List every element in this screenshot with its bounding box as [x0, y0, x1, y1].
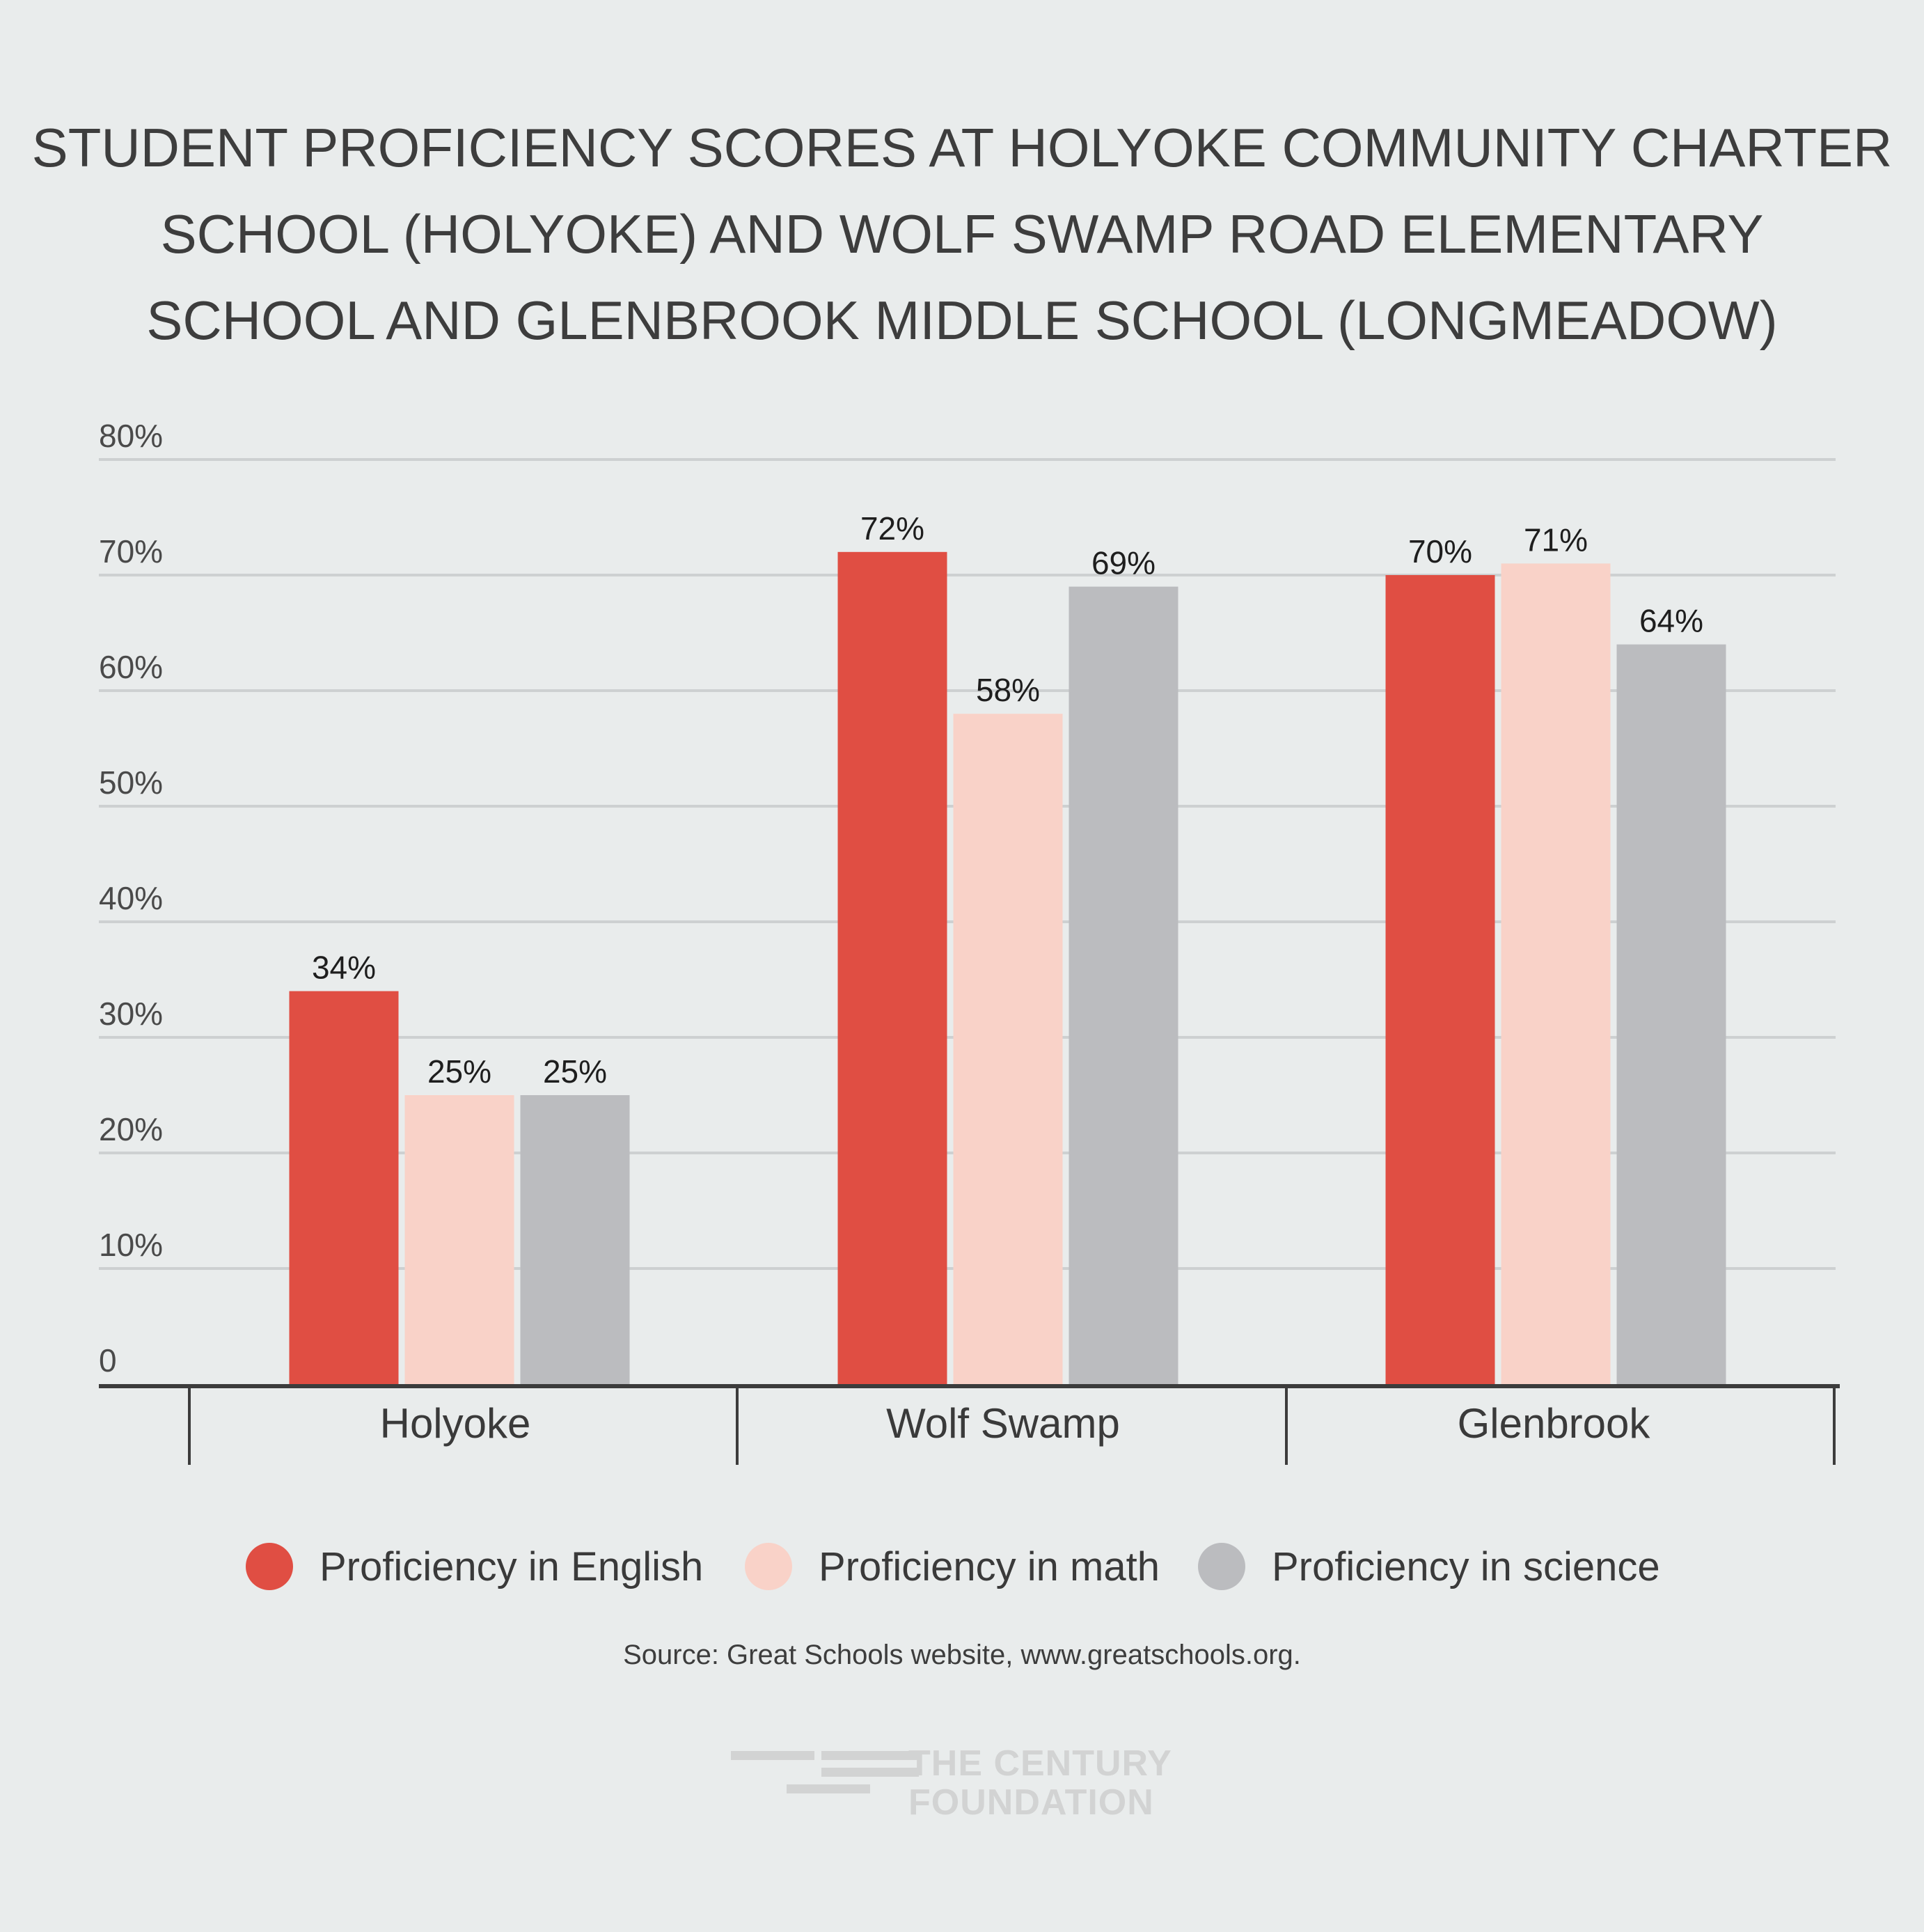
- y-tick-label: 40%: [99, 880, 163, 916]
- data-label: 25%: [543, 1053, 607, 1090]
- legend-swatch: [1198, 1543, 1245, 1590]
- data-label: 69%: [1091, 545, 1156, 581]
- y-tick-label: 30%: [99, 996, 163, 1032]
- data-label: 58%: [976, 672, 1040, 708]
- title-line-2: SCHOOL (HOLYOKE) AND WOLF SWAMP ROAD ELE…: [160, 203, 1764, 265]
- data-label: 34%: [312, 950, 376, 986]
- y-tick-label: 0: [99, 1342, 117, 1379]
- legend: Proficiency in English Proficiency in mat…: [246, 1543, 1660, 1590]
- y-tick-label: 10%: [99, 1227, 163, 1263]
- y-tick-label: 20%: [99, 1111, 163, 1147]
- y-tick-label: 50%: [99, 764, 163, 801]
- legend-swatch: [745, 1543, 792, 1590]
- legend-swatch: [246, 1543, 293, 1590]
- y-axis-tick-labels: 0 10% 20% 30% 40% 50% 60% 70% 80%: [99, 418, 163, 1379]
- data-label: 64%: [1639, 603, 1703, 639]
- x-category-label: Glenbrook: [1458, 1400, 1651, 1447]
- legend-label: Proficiency in math: [819, 1544, 1160, 1589]
- data-label: 71%: [1524, 521, 1588, 558]
- data-label: 70%: [1408, 533, 1472, 570]
- legend-label: Proficiency in English: [320, 1544, 703, 1589]
- bar: [520, 1095, 630, 1384]
- y-tick-label: 70%: [99, 533, 163, 570]
- y-tick-label: 80%: [99, 418, 163, 454]
- y-tick-label: 60%: [99, 649, 163, 685]
- century-foundation-logo: THE CENTURY FOUNDATION: [731, 1744, 1218, 1828]
- legend-label: Proficiency in science: [1272, 1544, 1660, 1589]
- bar: [289, 991, 399, 1384]
- bar: [1385, 575, 1495, 1384]
- x-axis: Holyoke Wolf Swamp Glenbrook: [99, 1384, 1840, 1465]
- data-label: 72%: [860, 510, 924, 547]
- data-labels: 34% 72% 70% 25% 58% 71% 25% 69% 64%: [312, 510, 1703, 1090]
- data-label: 25%: [427, 1053, 491, 1090]
- logo-text-line-2: FOUNDATION: [908, 1782, 1154, 1823]
- bar: [837, 551, 947, 1384]
- title-line-1: STUDENT PROFICIENCY SCORES AT HOLYOKE CO…: [31, 117, 1893, 178]
- title-line-3: SCHOOL AND GLENBROOK MIDDLE SCHOOL (LONG…: [146, 290, 1778, 351]
- bar-chart: 0 10% 20% 30% 40% 50% 60% 70% 80% 34% 72% 70% 25% 58…: [99, 418, 1840, 1590]
- bar: [1501, 563, 1611, 1384]
- bar: [1069, 586, 1178, 1384]
- bar: [1616, 644, 1726, 1384]
- bar: [953, 714, 1063, 1384]
- bar: [404, 1095, 514, 1384]
- bars: [289, 551, 1726, 1384]
- source-note: Source: Great Schools website, www.great…: [623, 1640, 1301, 1670]
- chart-title: STUDENT PROFICIENCY SCORES AT HOLYOKE CO…: [28, 104, 1896, 363]
- x-category-label: Holyoke: [380, 1400, 531, 1447]
- x-category-label: Wolf Swamp: [886, 1400, 1120, 1447]
- logo-text-line-1: THE CENTURY: [908, 1743, 1172, 1784]
